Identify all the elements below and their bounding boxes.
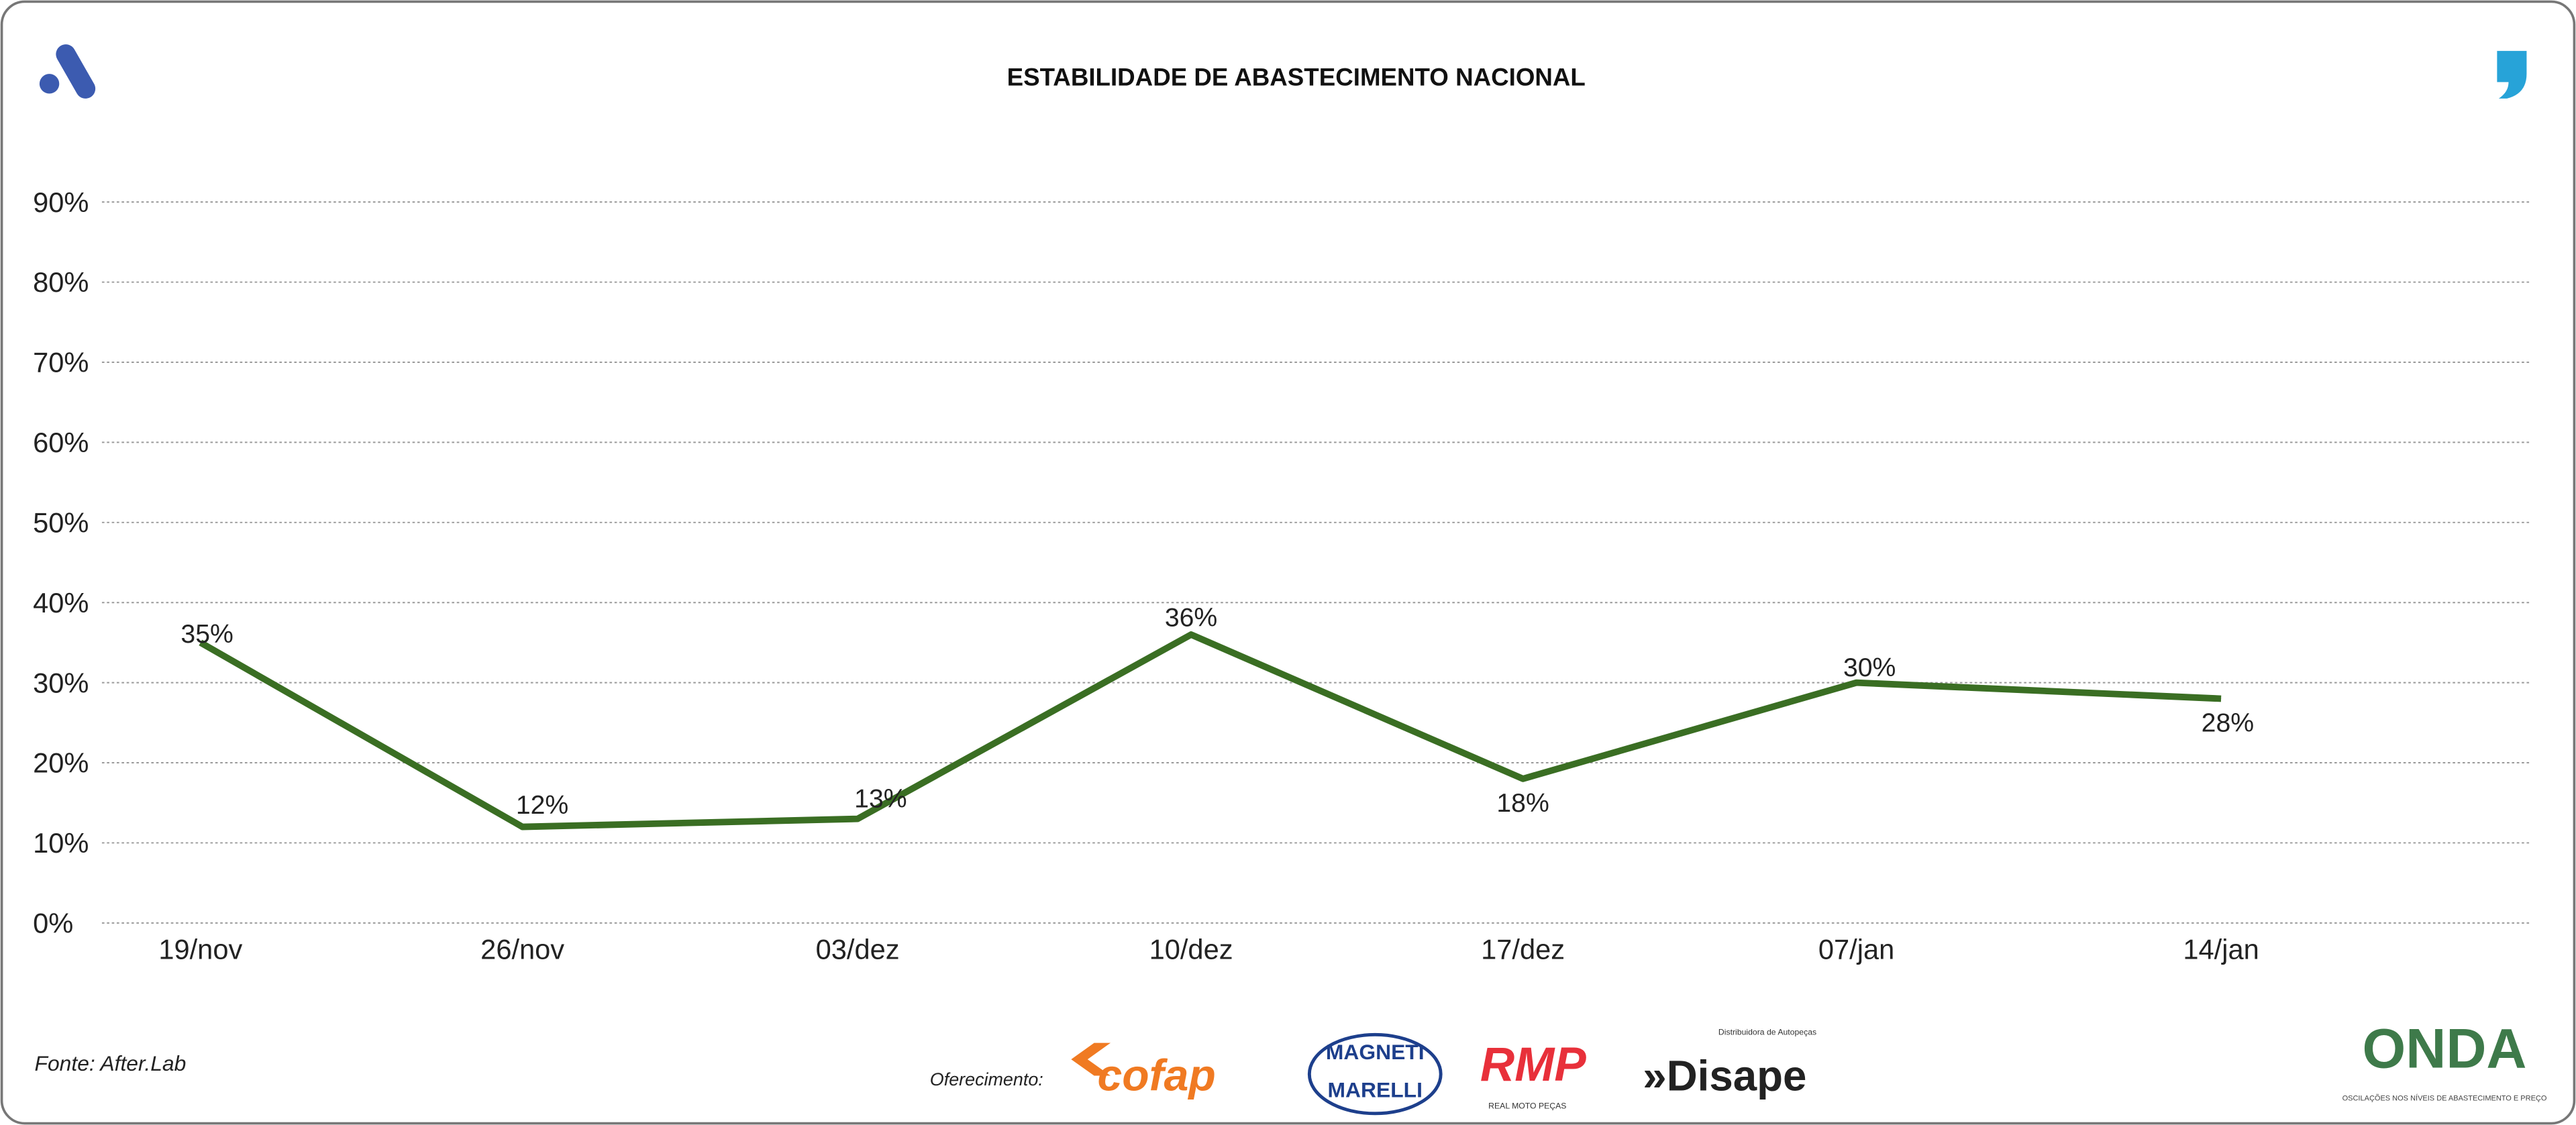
data-label: 30%: [1843, 653, 1896, 682]
gridlines: [101, 201, 2530, 924]
onda-text: ONDA: [2363, 1017, 2527, 1079]
y-tick-label: 0%: [33, 908, 73, 939]
rmp-text: RMP: [1480, 1038, 1586, 1091]
data-labels: 35% 12% 13% 36% 18% 30% 28%: [181, 604, 2254, 820]
rmp-logo: RMP REAL MOTO PEÇAS: [1480, 1038, 1586, 1111]
logo-left: [39, 44, 96, 99]
cofap-text: cofap: [1098, 1051, 1216, 1101]
y-tick-label: 60%: [33, 427, 89, 458]
y-tick-label: 40%: [33, 587, 89, 619]
data-label: 36%: [1165, 604, 1217, 633]
disape-tagline: Distribuidora de Autopeças: [1718, 1027, 1816, 1036]
data-label: 13%: [854, 784, 907, 813]
magneti-marelli-logo: MAGNETI MARELLI: [1307, 1032, 1443, 1116]
disape-text: »Disape: [1643, 1053, 1806, 1100]
x-axis: 19/nov 26/nov 03/dez 10/dez 17/dez 07/jan 14/j…: [158, 934, 2259, 965]
x-tick-label: 19/nov: [158, 934, 242, 965]
x-tick-label: 03/dez: [816, 934, 900, 965]
data-label: 35%: [181, 620, 233, 649]
marelli-text: MARELLI: [1328, 1077, 1423, 1102]
onda-logo: ONDA OSCILAÇÕES NOS NÍVEIS DE ABASTECIME…: [2342, 1017, 2547, 1102]
x-tick-label: 14/jan: [2183, 934, 2259, 965]
data-label: 18%: [1496, 789, 1549, 818]
y-axis: 0% 10% 20% 30% 40% 50% 60% 70% 80% 90%: [33, 186, 89, 939]
data-label: 28%: [2202, 708, 2254, 737]
cofap-logo: cofap: [1071, 1042, 1216, 1101]
y-tick-label: 20%: [33, 747, 89, 779]
y-tick-label: 10%: [33, 827, 89, 859]
y-tick-label: 90%: [33, 186, 89, 218]
y-tick-label: 30%: [33, 667, 89, 698]
onda-tagline: OSCILAÇÕES NOS NÍVEIS DE ABASTECIMENTO E…: [2342, 1093, 2547, 1102]
data-label: 12%: [516, 791, 568, 820]
sponsor-label: Oferecimento:: [930, 1069, 1043, 1089]
x-tick-label: 07/jan: [1818, 934, 1894, 965]
x-tick-label: 17/dez: [1481, 934, 1565, 965]
y-tick-label: 50%: [33, 506, 89, 538]
y-tick-label: 70%: [33, 347, 89, 378]
y-tick-label: 80%: [33, 266, 89, 298]
x-tick-label: 26/nov: [480, 934, 564, 965]
chart-title: ESTABILIDADE DE ABASTECIMENTO NACIONAL: [1007, 63, 1586, 91]
logo-right: [2497, 50, 2527, 99]
series: [199, 631, 2222, 831]
disape-logo: Distribuidora de Autopeças »Disape: [1643, 1027, 1816, 1100]
x-tick-label: 10/dez: [1149, 934, 1233, 965]
source-note: Fonte: After.Lab: [35, 1051, 187, 1075]
magneti-text: MAGNETI: [1326, 1040, 1425, 1064]
rmp-tagline: REAL MOTO PEÇAS: [1488, 1102, 1566, 1111]
